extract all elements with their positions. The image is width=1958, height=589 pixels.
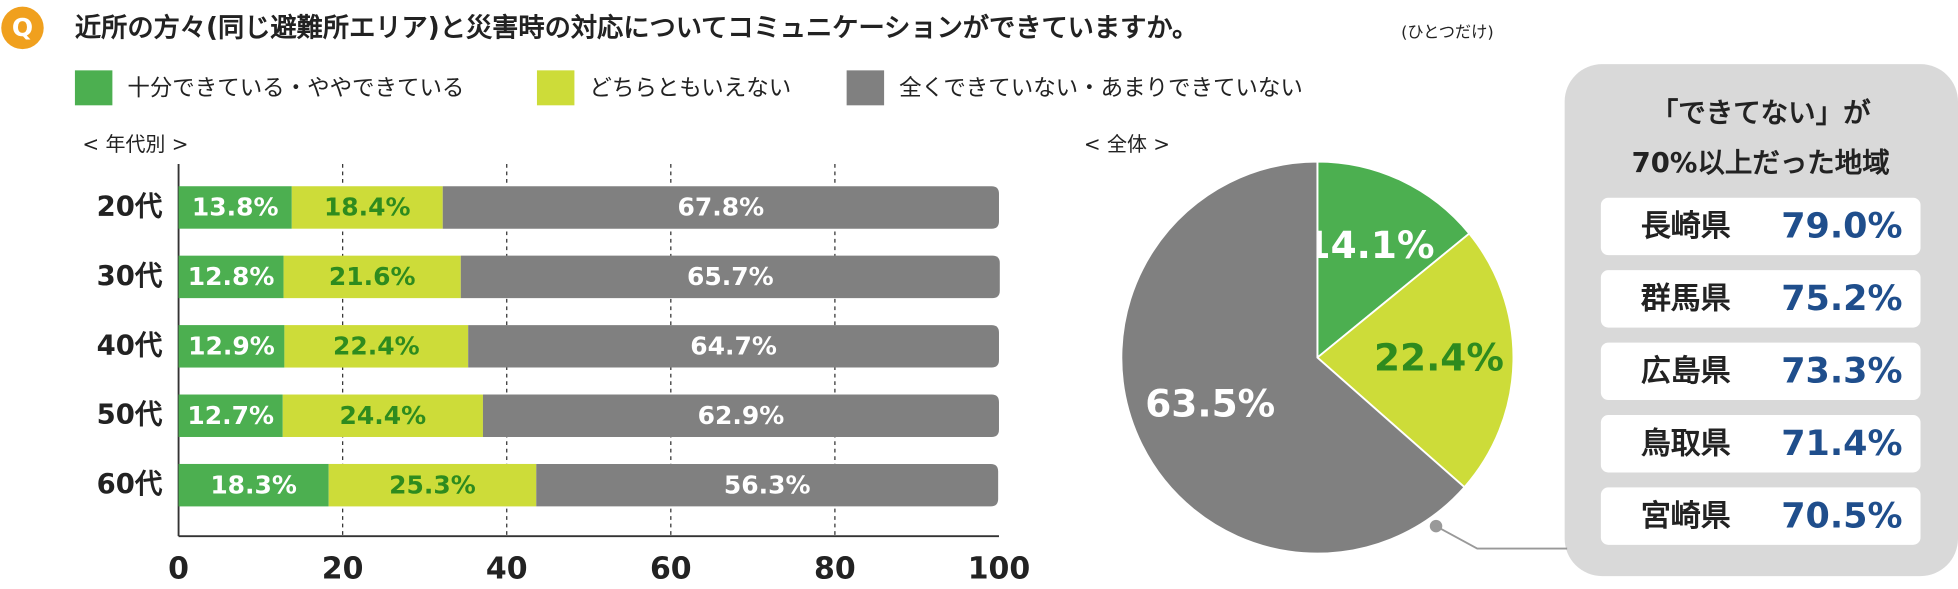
bar-segment xyxy=(283,255,461,299)
bar-segment xyxy=(328,463,537,507)
bar-segment xyxy=(482,394,999,437)
data-label: 21.6% xyxy=(329,262,416,291)
leader-line xyxy=(1435,525,1568,550)
region-value: 73.3% xyxy=(1781,352,1902,392)
data-label: 22.4% xyxy=(1374,335,1504,379)
bar-segment xyxy=(178,255,284,299)
data-label: 22.4% xyxy=(333,332,420,361)
data-label: 25.3% xyxy=(389,470,476,499)
pie-slice xyxy=(1120,160,1466,555)
category-label: 30代 xyxy=(97,261,163,292)
region-name: 鳥取県 xyxy=(1641,426,1731,461)
legend-swatch xyxy=(74,70,113,106)
data-label: 67.8% xyxy=(678,193,765,222)
badge xyxy=(1,6,44,50)
bar-segment xyxy=(291,186,443,229)
badge-text: Q xyxy=(12,13,33,42)
data-label: 56.3% xyxy=(724,470,811,499)
data-label: 64.7% xyxy=(690,332,777,361)
bar-segment xyxy=(178,394,283,437)
region-name: 広島県 xyxy=(1641,354,1731,389)
bar-segment xyxy=(282,394,483,437)
legend-label: 十分できている・ややできている xyxy=(127,76,464,102)
data-label: 24.4% xyxy=(340,401,427,430)
data-label: 63.5% xyxy=(1145,381,1275,425)
data-label: 18.3% xyxy=(210,470,297,499)
bar-segment xyxy=(468,325,999,368)
data-label: 14.1% xyxy=(1305,223,1435,267)
data-label: 13.8% xyxy=(192,193,279,222)
legend-swatch xyxy=(536,70,575,106)
bar-segment xyxy=(442,186,999,229)
bar-segment xyxy=(178,325,285,368)
category-label: 60代 xyxy=(97,469,163,500)
x-tick-label: 40 xyxy=(486,551,528,586)
region-name: 宮崎県 xyxy=(1641,499,1731,534)
legend-label: 全くできていない・あまりできていない xyxy=(899,76,1303,102)
callout-row xyxy=(1600,487,1921,545)
bar-segment xyxy=(284,325,469,368)
bar-segment xyxy=(460,255,1000,299)
category-label: 40代 xyxy=(97,330,163,361)
region-value: 71.4% xyxy=(1781,424,1902,464)
legend-label: どちらともいえない xyxy=(589,76,791,102)
data-label: 18.4% xyxy=(324,193,411,222)
pie-slice xyxy=(1315,232,1515,489)
data-label: 65.7% xyxy=(687,262,774,291)
region-value: 75.2% xyxy=(1781,279,1902,319)
subtitle: < 年代別 > xyxy=(82,132,188,156)
callout-row xyxy=(1600,415,1921,473)
x-tick-label: 0 xyxy=(168,551,189,586)
region-name: 群馬県 xyxy=(1641,282,1731,317)
region-value: 79.0% xyxy=(1781,207,1902,247)
data-label: 62.9% xyxy=(698,401,785,430)
bar-segment xyxy=(178,186,292,229)
x-tick-label: 60 xyxy=(650,551,692,586)
category-label: 20代 xyxy=(97,191,163,222)
bar-segment xyxy=(536,463,999,507)
legend-swatch xyxy=(846,70,885,106)
region-name: 長崎県 xyxy=(1641,209,1731,244)
callout-title: 70%以上だった地域 xyxy=(1632,148,1890,179)
callout-title: 「できてない」が xyxy=(1651,97,1871,129)
callout-row xyxy=(1600,270,1921,328)
data-label: 12.9% xyxy=(188,332,275,361)
x-tick-label: 100 xyxy=(968,551,1031,586)
callout-row xyxy=(1600,342,1921,401)
title: 近所の方々(同じ避難所エリア)と災害時の対応についてコミュニケーションができてい… xyxy=(75,13,1198,44)
bar-segment xyxy=(178,463,329,507)
region-value: 70.5% xyxy=(1781,496,1902,536)
x-tick-label: 80 xyxy=(814,551,856,586)
title-note: (ひとつだけ) xyxy=(1401,22,1494,41)
data-label: 12.7% xyxy=(187,401,274,430)
callout-row xyxy=(1600,197,1921,256)
data-label: 12.8% xyxy=(188,262,275,291)
x-tick-label: 20 xyxy=(322,551,364,586)
subtitle: < 全体 > xyxy=(1084,132,1170,156)
pie-slice xyxy=(1316,160,1471,360)
category-label: 50代 xyxy=(97,400,163,431)
